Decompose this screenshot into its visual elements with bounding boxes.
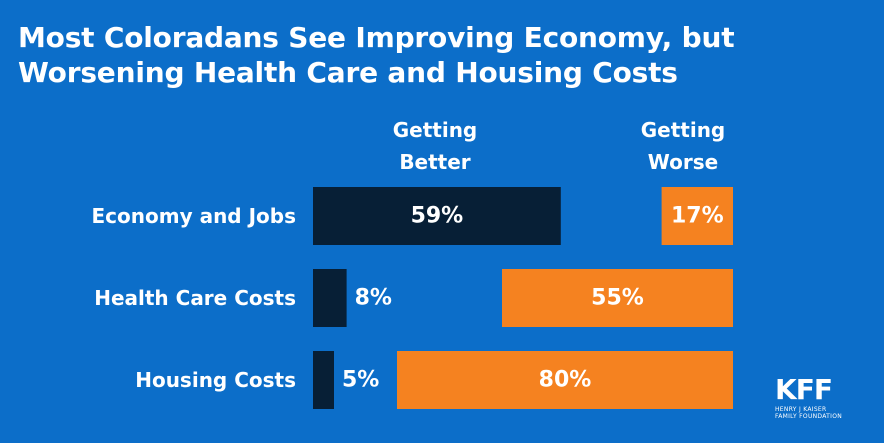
kff-logo-mark: KFF xyxy=(775,373,833,406)
value-label-better-housing-costs: 5% xyxy=(342,368,379,393)
column-header-worse-line-2: Worse xyxy=(647,150,719,174)
category-label-housing-costs: Housing Costs xyxy=(135,368,296,392)
kff-logo-subtitle-line-2: FAMILY FOUNDATION xyxy=(775,413,843,420)
category-label-health-care-costs: Health Care Costs xyxy=(94,286,296,310)
bar-worse-housing-costs xyxy=(397,351,733,409)
title-line-1: Most Coloradans See Improving Economy, b… xyxy=(18,21,735,54)
kff-logo-subtitle-line-1: HENRY J KAISER xyxy=(775,406,827,413)
column-header-better-line-2: Better xyxy=(399,150,471,174)
value-label-worse-housing-costs: 80% xyxy=(539,368,592,393)
title-line-2: Worsening Health Care and Housing Costs xyxy=(18,56,678,89)
category-label-economy-and-jobs: Economy and Jobs xyxy=(92,204,297,228)
bar-better-economy-and-jobs xyxy=(313,187,561,245)
bar-better-health-care-costs xyxy=(313,269,347,327)
bar-worse-health-care-costs xyxy=(502,269,733,327)
column-header-better-line-1: Getting xyxy=(392,118,478,142)
kff-logo: KFF HENRY J KAISER FAMILY FOUNDATION xyxy=(775,373,861,421)
value-label-better-economy-and-jobs: 59% xyxy=(411,204,464,229)
chart-title: Most Coloradans See Improving Economy, b… xyxy=(18,20,858,90)
column-header-getting-better: Getting Better xyxy=(350,114,520,178)
bar-worse-economy-and-jobs xyxy=(661,187,733,245)
value-label-worse-health-care-costs: 55% xyxy=(591,286,644,311)
bar-better-housing-costs xyxy=(313,351,334,409)
column-header-worse-line-1: Getting xyxy=(640,118,726,142)
kff-logo-subtitle: HENRY J KAISER FAMILY FOUNDATION xyxy=(775,406,861,420)
value-label-worse-economy-and-jobs: 17% xyxy=(671,204,724,229)
value-label-better-health-care-costs: 8% xyxy=(355,286,392,311)
column-header-getting-worse: Getting Worse xyxy=(598,114,768,178)
